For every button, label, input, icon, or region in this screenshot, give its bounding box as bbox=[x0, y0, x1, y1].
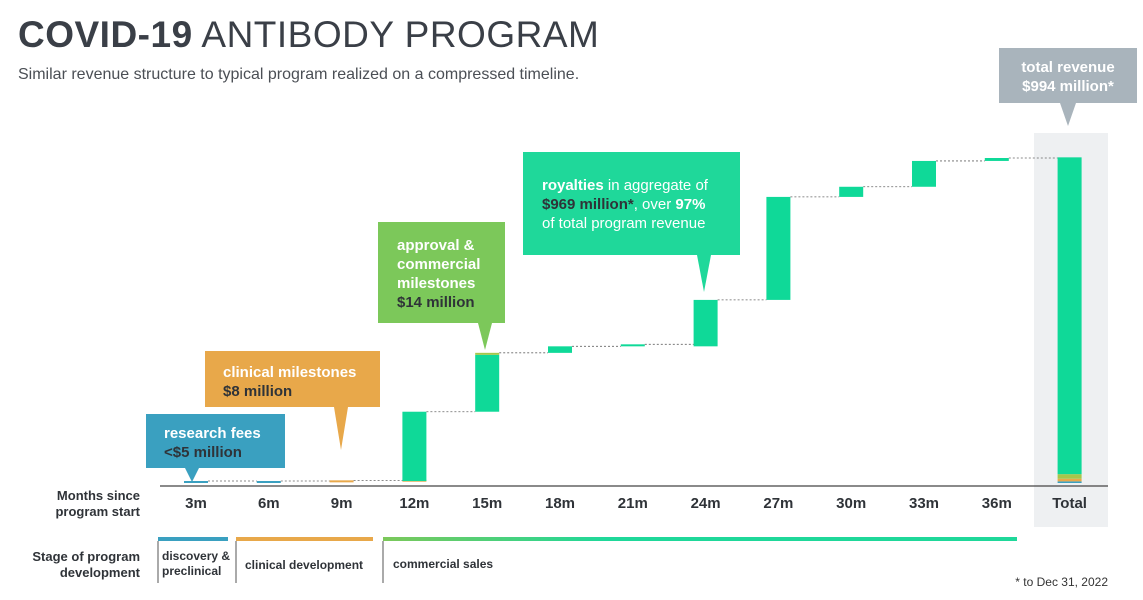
tick-label-33m: 33m bbox=[908, 495, 940, 512]
tick-label-24m: 24m bbox=[690, 495, 721, 512]
stage-label-commercial: commercial sales bbox=[393, 557, 494, 571]
stage-bar-2 bbox=[383, 537, 1017, 541]
tick-label-6m: 6m bbox=[257, 495, 280, 512]
research-pointer bbox=[185, 468, 199, 482]
bar-15m-royalty bbox=[475, 354, 500, 412]
callout-research-fees: research fees <$5 million bbox=[146, 414, 285, 468]
x-axis-label: Months since program start bbox=[55, 488, 140, 519]
bar-12m-royalty bbox=[402, 411, 427, 482]
tick-label-36m: 36m bbox=[981, 495, 1012, 512]
tick-label-3m: 3m bbox=[185, 495, 207, 512]
footnote: * to Dec 31, 2022 bbox=[1015, 575, 1108, 589]
tick-label-12m: 12m bbox=[399, 495, 430, 512]
bar-27m-royalty bbox=[766, 196, 791, 300]
stage-label-clinical: clinical development bbox=[245, 558, 364, 572]
bar-3m-research bbox=[184, 481, 208, 483]
stage-axis-label: Stage of program development bbox=[32, 549, 140, 580]
total-bar-research bbox=[1057, 481, 1082, 483]
bar-36m-royalty bbox=[984, 158, 1009, 161]
tick-label-27m: 27m bbox=[763, 495, 794, 512]
bar-24m-royalty bbox=[693, 299, 718, 347]
tick-label-15m: 15m bbox=[472, 495, 503, 512]
callout-clinical-milestones: clinical milestones $8 million bbox=[205, 351, 380, 407]
bar-18m-royalty bbox=[548, 346, 572, 353]
tick-label-9m: 9m bbox=[330, 495, 353, 512]
stage-bar-0 bbox=[158, 537, 228, 541]
royalties-pointer bbox=[697, 255, 711, 292]
total-bar-royalty bbox=[1057, 157, 1082, 475]
tick-label-21m: 21m bbox=[617, 495, 648, 512]
bar-30m-royalty bbox=[839, 186, 864, 197]
total-bar-approval bbox=[1057, 474, 1082, 479]
tick-label-30m: 30m bbox=[836, 495, 867, 512]
total-pointer bbox=[1060, 103, 1076, 126]
bar-21m-royalty bbox=[620, 344, 645, 347]
bar-15m-approval bbox=[475, 352, 500, 355]
clinical-pointer bbox=[334, 407, 348, 450]
bar-33m-royalty bbox=[912, 160, 936, 187]
bar-9m-clinical bbox=[329, 480, 354, 483]
tick-label-Total: Total bbox=[1052, 495, 1087, 512]
callout-total-revenue: total revenue $994 million* bbox=[999, 48, 1137, 103]
page-title: COVID-19 ANTIBODY PROGRAM bbox=[18, 14, 600, 55]
stage-bar-1 bbox=[236, 537, 373, 541]
stage-label-discovery: discovery & preclinical bbox=[162, 549, 231, 578]
callout-approval-milestones: approval & commercial milestones $14 mil… bbox=[378, 222, 505, 323]
bar-6m-research bbox=[256, 481, 281, 483]
total-bar-clinical bbox=[1057, 478, 1082, 482]
approval-pointer bbox=[478, 323, 492, 350]
callout-royalties: royalties in aggregate of $969 million*,… bbox=[523, 152, 740, 255]
tick-label-18m: 18m bbox=[544, 495, 576, 512]
page-subtitle: Similar revenue structure to typical pro… bbox=[18, 66, 580, 83]
